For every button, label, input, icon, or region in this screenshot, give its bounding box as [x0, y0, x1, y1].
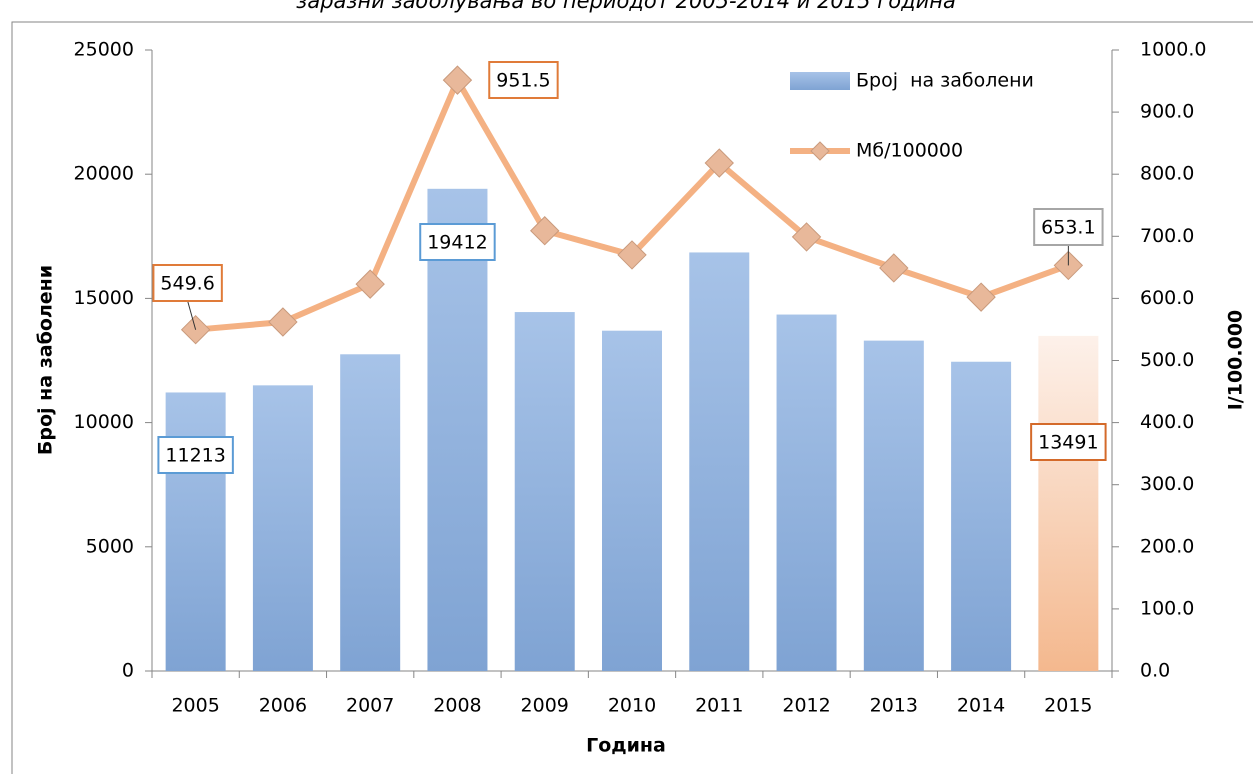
marker [355, 269, 385, 299]
data-label: 13491 [1038, 432, 1098, 454]
x-tick-label: 2015 [1044, 695, 1092, 717]
y2-tick-label: 200.0 [1140, 535, 1194, 557]
bar [340, 354, 401, 671]
chart-frame [11, 21, 1253, 774]
bar [951, 361, 1012, 671]
y-tick-label: 5000 [86, 535, 134, 557]
data-label: 653.1 [1041, 217, 1095, 239]
data-label: 11213 [165, 445, 225, 467]
x-tick-label: 2008 [433, 695, 481, 717]
marker [442, 65, 473, 95]
y-axis-label: Број на заболени [35, 265, 57, 455]
y-tick-label: 25000 [74, 39, 134, 61]
marker [617, 240, 647, 270]
data-label-box [1033, 208, 1104, 246]
y2-axis-label: I/100.000 [1225, 310, 1247, 411]
legend-swatch [790, 72, 850, 90]
y2-tick-label: 1000.0 [1140, 39, 1206, 61]
data-label: 951.5 [496, 70, 550, 92]
marker [966, 282, 996, 312]
y2-tick-label: 700.0 [1140, 225, 1194, 247]
data-label-box [419, 223, 496, 261]
bar [165, 392, 226, 671]
x-tick-label: 2011 [695, 695, 743, 717]
marker [268, 307, 298, 337]
chart-title: заразни заболувања во периодот 2005-2014… [296, 0, 956, 13]
y-tick-label: 10000 [74, 411, 134, 433]
y2-tick-label: 500.0 [1140, 349, 1194, 371]
y2-tick-label: 400.0 [1140, 411, 1194, 433]
y2-tick-label: 300.0 [1140, 473, 1194, 495]
y-tick-label: 20000 [74, 163, 134, 185]
data-label: 19412 [427, 232, 487, 254]
bar [427, 188, 488, 672]
y2-tick-label: 0.0 [1140, 660, 1170, 682]
x-tick-label: 2013 [870, 695, 918, 717]
x-tick-label: 2010 [608, 695, 656, 717]
bar [776, 314, 837, 671]
y-tick-label: 15000 [74, 287, 134, 309]
x-axis-label: Година [586, 735, 666, 757]
y2-tick-label: 600.0 [1140, 287, 1194, 309]
y-tick-label: 0 [122, 660, 134, 682]
legend-label: Број на заболени [856, 70, 1034, 92]
x-tick-label: 2009 [521, 695, 569, 717]
y2-tick-label: 100.0 [1140, 597, 1194, 619]
data-label-box [157, 436, 234, 474]
x-tick-label: 2014 [957, 695, 1005, 717]
legend-marker [810, 141, 830, 161]
bar [1038, 335, 1099, 671]
marker [1053, 250, 1084, 281]
marker [704, 148, 734, 178]
x-tick-label: 2005 [171, 695, 219, 717]
data-label: 549.6 [160, 273, 214, 295]
bar [863, 340, 924, 671]
x-tick-label: 2006 [259, 695, 307, 717]
leader-line [187, 300, 197, 330]
data-label-box [488, 61, 559, 99]
marker [791, 222, 822, 252]
marker [530, 216, 560, 246]
bar [514, 312, 575, 671]
y2-tick-label: 900.0 [1140, 101, 1194, 123]
data-label-box [152, 264, 223, 302]
bar [689, 252, 750, 672]
bar [252, 385, 313, 671]
x-tick-label: 2012 [782, 695, 830, 717]
bar [602, 330, 662, 671]
y2-tick-label: 800.0 [1140, 163, 1194, 185]
marker [879, 253, 909, 283]
x-tick-label: 2007 [346, 695, 394, 717]
line [195, 77, 1070, 333]
legend-label: Мб/100000 [856, 140, 963, 162]
data-label-box [1030, 423, 1107, 461]
